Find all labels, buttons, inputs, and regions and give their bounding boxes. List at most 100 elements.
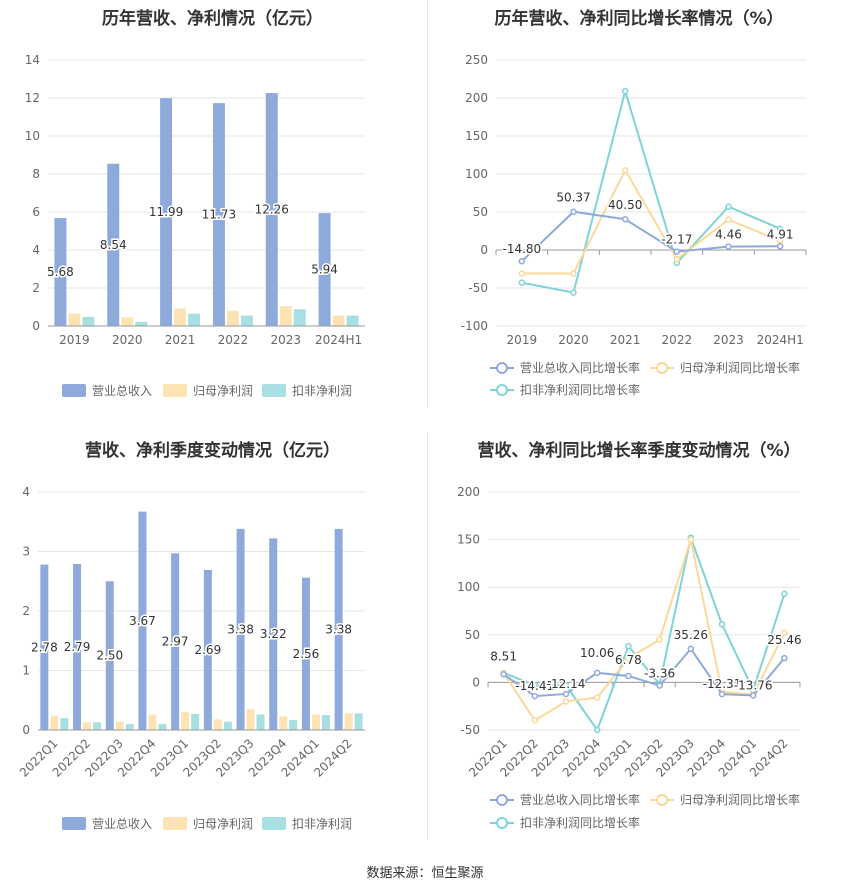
bar-revenue <box>265 93 278 326</box>
vertical-divider-top <box>427 0 428 408</box>
bar-deducted-profit <box>293 309 306 326</box>
data-point <box>562 698 570 705</box>
y-tick-label: 12 <box>25 91 40 105</box>
y-tick-label: -100 <box>461 319 488 333</box>
y-tick-label: 6 <box>32 205 40 219</box>
bar-parent-profit <box>332 315 345 326</box>
x-tick-label: 2019 <box>59 333 90 347</box>
legend-swatch <box>163 384 187 397</box>
bar-deducted-profit <box>158 724 167 730</box>
data-label: -14.80 <box>502 242 541 256</box>
bar-parent-profit <box>311 714 320 730</box>
bar-deducted-profit <box>240 315 253 326</box>
y-tick-label: 200 <box>465 91 488 105</box>
data-label: -3.36 <box>644 667 675 681</box>
y-tick-label: 4 <box>22 485 30 499</box>
data-label: 5.68 <box>47 265 74 279</box>
y-tick-label: 50 <box>473 205 488 219</box>
bar-revenue <box>212 103 225 326</box>
annual-growth-line-chart: -100 -50 0 50 100 150 200 250 -14.80 50.37 40.50 -2… <box>461 53 807 397</box>
y-tick-label: 2 <box>32 281 40 295</box>
y-tick-label: 0 <box>32 319 40 333</box>
vertical-divider-bottom <box>427 432 428 840</box>
bar-parent-profit <box>50 715 59 730</box>
legend-marker <box>656 362 668 374</box>
data-point <box>518 279 526 286</box>
data-point <box>570 289 577 296</box>
bar-parent-profit <box>174 308 187 326</box>
legend-marker <box>656 794 668 806</box>
bar-deducted-profit <box>60 718 69 730</box>
bar-parent-profit <box>279 716 288 730</box>
y-tick-label: 50 <box>465 628 480 642</box>
data-label: 11.99 <box>149 205 183 219</box>
data-label: 2.78 <box>31 640 58 654</box>
bar-deducted-profit <box>82 316 95 326</box>
data-point <box>625 672 632 680</box>
bar-revenue <box>40 564 49 730</box>
legend-label: 营业总收入 <box>92 817 152 831</box>
bar-parent-profit <box>181 712 190 730</box>
data-point <box>673 248 681 255</box>
data-label: 5.94 <box>311 263 338 277</box>
x-tick-label: 2023 <box>713 333 744 347</box>
data-point <box>593 669 601 677</box>
data-point <box>531 717 539 724</box>
y-tick-label: 2 <box>22 604 30 618</box>
data-label: 40.50 <box>608 198 642 212</box>
legend-label: 扣非净利润 <box>292 384 352 398</box>
data-point <box>656 682 663 689</box>
chart-title: 历年营收、净利情况（亿元） <box>102 9 323 29</box>
data-point <box>570 208 577 215</box>
legend-swatch <box>62 817 86 830</box>
chart-title: 营收、净利同比增长率季度变动情况（%） <box>477 441 801 461</box>
legend-swatch <box>262 817 286 830</box>
chart-panel-quarterly-growth: 营收、净利同比增长率季度变动情况（%） -50 0 50 100 150 200 8.51-… <box>428 432 850 842</box>
data-point <box>593 726 601 734</box>
bar-revenue <box>269 538 278 730</box>
y-tick-label: 14 <box>25 53 40 67</box>
data-label: 8.51 <box>490 649 517 663</box>
y-tick-label: 0 <box>22 723 30 737</box>
data-label: 3.22 <box>260 627 287 641</box>
data-point <box>776 243 784 250</box>
data-point <box>687 645 695 653</box>
legend-label: 归母净利润同比增长率 <box>680 792 800 807</box>
data-point <box>621 87 629 95</box>
y-tick-label: -50 <box>468 281 488 295</box>
bar-parent-profit <box>121 317 134 326</box>
bar-parent-profit <box>68 313 81 326</box>
legend-swatch <box>262 384 286 397</box>
data-label: -2.17 <box>661 233 692 247</box>
x-tick-label: 2020 <box>558 333 589 347</box>
series-line <box>521 87 781 294</box>
data-label: -13.76 <box>734 678 773 692</box>
data-point <box>749 692 757 699</box>
bar-revenue <box>334 528 343 730</box>
legend-label: 扣非净利润同比增长率 <box>520 382 640 397</box>
legend-marker <box>496 817 508 829</box>
y-tick-label: 150 <box>465 129 488 143</box>
data-label: 2.56 <box>293 647 320 661</box>
data-label: 50.37 <box>556 191 590 205</box>
bar-deducted-profit <box>346 315 359 326</box>
bar-deducted-profit <box>256 714 265 730</box>
chart-panel-annual-growth: 历年营收、净利同比增长率情况（%） -100 -50 0 50 100 150 200 250… <box>428 0 850 410</box>
bar-deducted-profit <box>321 715 330 730</box>
bar-deducted-profit <box>289 719 298 730</box>
data-label: 12.26 <box>255 203 289 217</box>
data-point <box>656 636 663 643</box>
data-point <box>500 671 507 678</box>
data-label: 8.54 <box>100 238 127 252</box>
legend-label: 扣非净利润同比增长率 <box>520 815 640 830</box>
bar-parent-profit <box>246 709 255 730</box>
x-tick-label: 2023 <box>270 333 301 347</box>
quarterly-bar-chart: 0 1 2 3 4 2.78 2.79 2.50 3.67 2.97 2.69 3.38 3.22 2.5… <box>17 485 365 831</box>
bar-revenue <box>107 163 120 326</box>
bar-revenue <box>171 553 180 730</box>
chart-panel-quarterly-bars: 营收、净利季度变动情况（亿元） 0 1 2 3 4 2.78 2.79 2.50 3.67 2.9… <box>0 432 425 842</box>
x-tick-label: 2022 <box>662 333 693 347</box>
data-label: 2.79 <box>64 640 91 654</box>
y-tick-label: -50 <box>460 723 480 737</box>
legend-swatch <box>163 817 187 830</box>
